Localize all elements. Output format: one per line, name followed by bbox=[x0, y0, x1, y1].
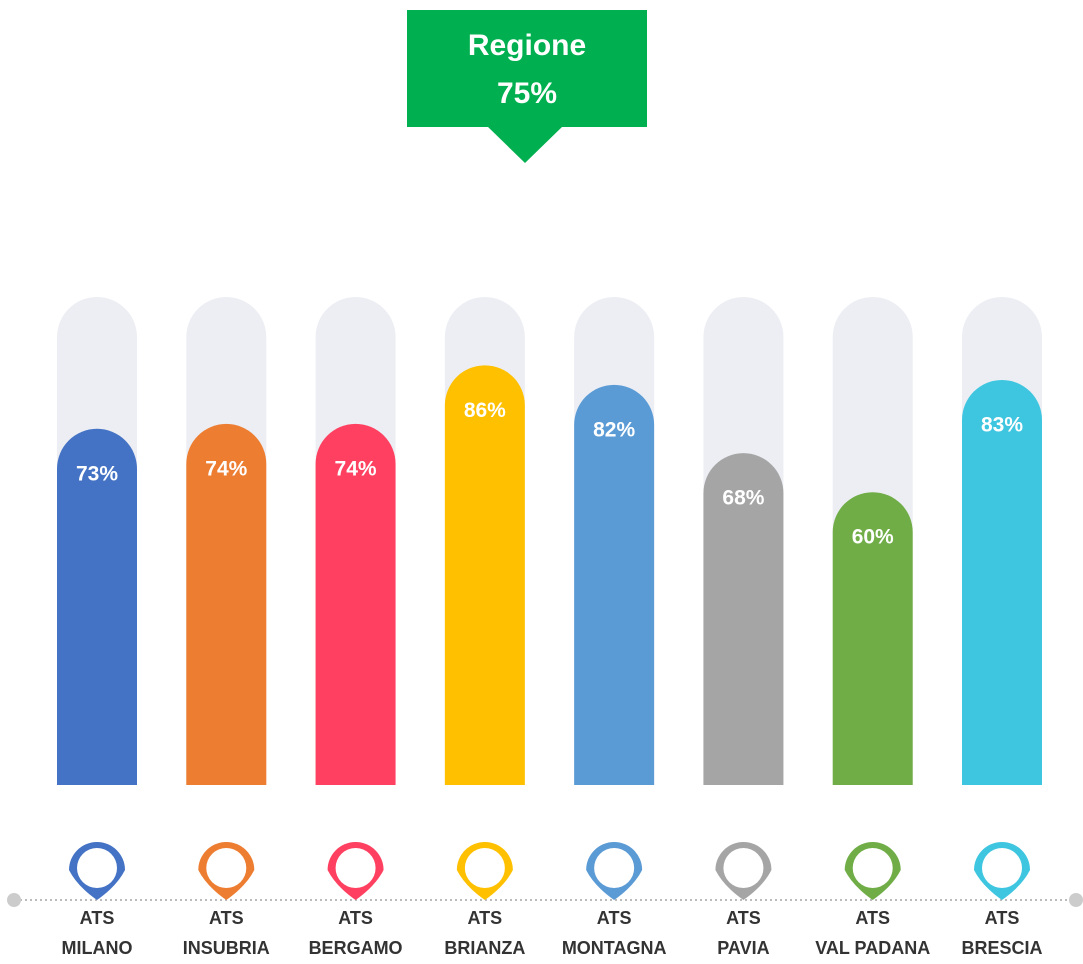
callout-pointer bbox=[487, 126, 563, 163]
category-label: ATS MONTAGNA bbox=[561, 908, 667, 958]
pin-hole bbox=[335, 848, 376, 888]
pin-hole bbox=[982, 848, 1022, 888]
pin-hole bbox=[464, 848, 505, 888]
bar bbox=[57, 428, 137, 785]
category-label: ATS MILANO bbox=[61, 908, 133, 958]
callout-title: Regione bbox=[467, 29, 587, 62]
value-label: 68% bbox=[722, 487, 764, 510]
bar bbox=[444, 365, 525, 785]
bar bbox=[962, 379, 1042, 785]
bar bbox=[186, 423, 267, 785]
pin-hole bbox=[77, 848, 117, 888]
bar bbox=[703, 453, 784, 785]
pin-hole bbox=[852, 848, 893, 888]
callout-value: 75% bbox=[496, 77, 558, 110]
value-label: 74% bbox=[335, 457, 377, 480]
callout-box bbox=[407, 10, 647, 127]
end-dot bbox=[1069, 893, 1083, 907]
value-label: 83% bbox=[981, 414, 1023, 437]
pin-hole bbox=[594, 848, 635, 888]
bar bbox=[315, 423, 396, 785]
category-label: ATS VAL PADANA bbox=[815, 908, 931, 958]
pin-hole bbox=[206, 848, 247, 888]
callout-text: Regione 75% bbox=[407, 22, 647, 118]
value-label: 74% bbox=[205, 457, 247, 480]
category-label: ATS BERGAMO bbox=[308, 908, 403, 958]
category-label: ATS INSUBRIA bbox=[182, 908, 270, 958]
category-label: ATS BRESCIA bbox=[961, 908, 1043, 958]
end-dot bbox=[7, 893, 21, 907]
value-label: 82% bbox=[593, 418, 635, 441]
category-label: ATS PAVIA bbox=[717, 908, 770, 958]
value-label: 60% bbox=[852, 526, 894, 549]
bar bbox=[832, 492, 913, 785]
bar bbox=[574, 384, 655, 785]
value-label: 73% bbox=[76, 462, 118, 485]
category-label: ATS BRIANZA bbox=[444, 908, 526, 958]
value-label: 86% bbox=[464, 399, 506, 422]
pin-hole bbox=[723, 848, 764, 888]
